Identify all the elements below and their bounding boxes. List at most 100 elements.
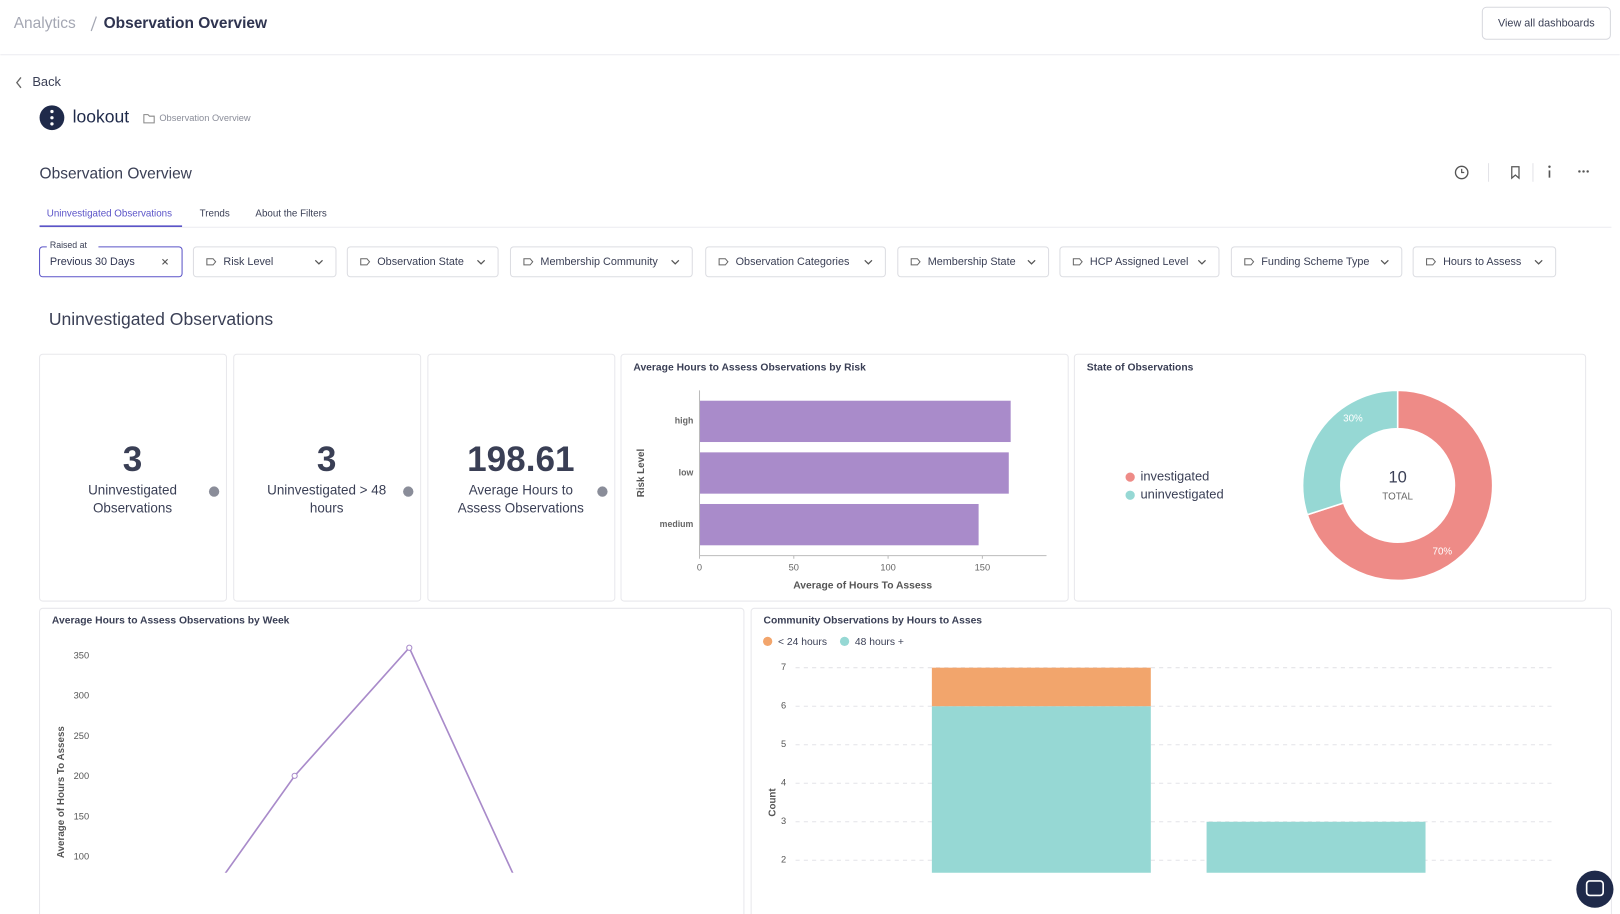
bookmark-icon[interactable] — [1511, 166, 1520, 180]
bar-segment — [931, 667, 1151, 707]
filter-tag-icon — [1072, 258, 1083, 266]
y-tick-label: medium — [660, 519, 694, 529]
kpi-label-box: Uninvestigated > 48 hours — [267, 482, 386, 515]
filter-chevron — [1197, 259, 1206, 265]
logo-dot — [50, 109, 54, 114]
filter-name: Hours to Assess — [1443, 256, 1522, 268]
logo-dot — [50, 122, 54, 126]
back-link[interactable]: Back — [32, 74, 61, 89]
kpi-info-icon[interactable] — [597, 486, 608, 497]
filter-label: Raised at — [50, 240, 88, 250]
chat-launcher[interactable] — [1576, 870, 1614, 908]
folder-icon — [143, 114, 155, 124]
y-axis-label: Risk Level — [636, 448, 647, 497]
filter-chevron — [477, 259, 486, 265]
x-tick-label: 50 — [789, 562, 799, 572]
filter-name: Observation State — [377, 256, 464, 268]
kpi-value: 3 — [123, 440, 143, 479]
filter-dropdown[interactable] — [509, 246, 693, 278]
y-tick-label: 200 — [74, 771, 90, 781]
y-tick-label: 6 — [781, 701, 786, 711]
filter-tag-icon — [1244, 258, 1255, 266]
legend-label: uninvestigated — [1140, 487, 1223, 502]
y-tick-label: 3 — [781, 816, 786, 826]
line-point — [291, 772, 298, 779]
slice-label: 70% — [1433, 546, 1453, 557]
filter-name: Risk Level — [223, 256, 273, 268]
bar — [699, 400, 1011, 443]
filter-chevron — [1534, 259, 1543, 265]
filter-tag-icon — [523, 258, 534, 266]
x-tick-label: 0 — [697, 562, 702, 572]
chart-title: Average Hours to Assess Observations by … — [633, 362, 866, 373]
kpi-label-box: Uninvestigated Observations — [88, 482, 177, 515]
filter-clear[interactable] — [162, 258, 169, 265]
filter-chevron — [314, 259, 323, 265]
donut-slice — [1306, 389, 1494, 582]
slice-label: 30% — [1343, 414, 1363, 425]
back-icon[interactable] — [15, 77, 22, 89]
more-icon[interactable] — [1578, 170, 1581, 173]
y-tick-label: high — [675, 416, 694, 426]
chart-title: Community Observations by Hours to Asses — [764, 615, 983, 626]
x-tick-label: 150 — [975, 562, 990, 572]
filter-chevron — [1380, 259, 1389, 265]
donut-center-value: 10 — [1388, 468, 1406, 487]
legend-swatch — [1125, 472, 1135, 482]
charts: Average Hours to Assess Observations by … — [52, 362, 1552, 873]
chat-icon — [1585, 880, 1604, 897]
x-axis-label: Average of Hours To Assess — [793, 580, 932, 591]
more-icon-dot — [1586, 170, 1589, 173]
bar — [699, 503, 979, 546]
kpi-value: 3 — [317, 440, 337, 479]
legend-label: investigated — [1140, 469, 1209, 484]
history-icon-hand — [1461, 168, 1465, 174]
line-series — [224, 646, 514, 873]
card — [750, 607, 1612, 914]
y-tick-label: 4 — [781, 778, 786, 788]
filter-dropdown[interactable] — [897, 246, 1050, 278]
chart-title: State of Observations — [1087, 362, 1194, 373]
filter-dropdown[interactable] — [346, 246, 499, 278]
section-title: Uninvestigated Observations — [49, 309, 274, 329]
chart-title: Average Hours to Assess Observations by … — [52, 615, 290, 626]
breadcrumb-current: Observation Overview — [104, 15, 268, 32]
line-point — [406, 644, 413, 651]
tab[interactable]: About the Filters — [255, 208, 326, 219]
y-tick-label: low — [679, 467, 694, 477]
kpi-info-icon[interactable] — [403, 486, 414, 497]
tab[interactable]: Uninvestigated Observations — [47, 208, 172, 219]
bar — [699, 452, 1009, 494]
y-axis-label: Count — [767, 788, 778, 817]
filter-value: Previous 30 Days — [50, 256, 135, 268]
view-all-button-label[interactable]: View all dashboards — [1498, 18, 1595, 30]
y-tick-label: 2 — [781, 855, 786, 865]
donut-center-label: TOTAL — [1382, 491, 1413, 502]
kpi-info-icon[interactable] — [208, 486, 220, 497]
view-all-button[interactable] — [1481, 6, 1611, 40]
filter-tag-icon — [1426, 258, 1437, 266]
filter-dropdown[interactable] — [705, 246, 886, 278]
filter-chip[interactable] — [39, 246, 183, 278]
more-icon-dot — [1582, 170, 1585, 173]
filter-tag-icon — [360, 258, 371, 266]
breadcrumb-link[interactable]: Analytics — [14, 15, 76, 32]
card — [233, 353, 422, 602]
filter-name: Membership State — [928, 256, 1016, 268]
info-icon[interactable] — [1548, 165, 1551, 169]
filter-dropdown[interactable] — [1059, 246, 1220, 278]
tab[interactable]: Trends — [200, 208, 230, 219]
y-tick-label: 350 — [74, 650, 90, 660]
legend-label: < 24 hours — [778, 637, 827, 648]
tabs: Uninvestigated Observations Trends About t… — [47, 208, 327, 219]
filter-dropdown[interactable] — [1230, 246, 1403, 278]
card — [39, 353, 228, 602]
filter-name: HCP Assigned Level — [1090, 256, 1189, 268]
history-icon[interactable] — [1454, 165, 1469, 180]
filter-name: Membership Community — [540, 256, 658, 268]
legend-swatch — [763, 636, 773, 646]
filter-dropdown[interactable] — [1412, 246, 1557, 278]
kpi-value: 198.61 — [467, 440, 574, 479]
filter-dropdown[interactable] — [192, 246, 337, 278]
filter-chevron — [1027, 259, 1036, 265]
